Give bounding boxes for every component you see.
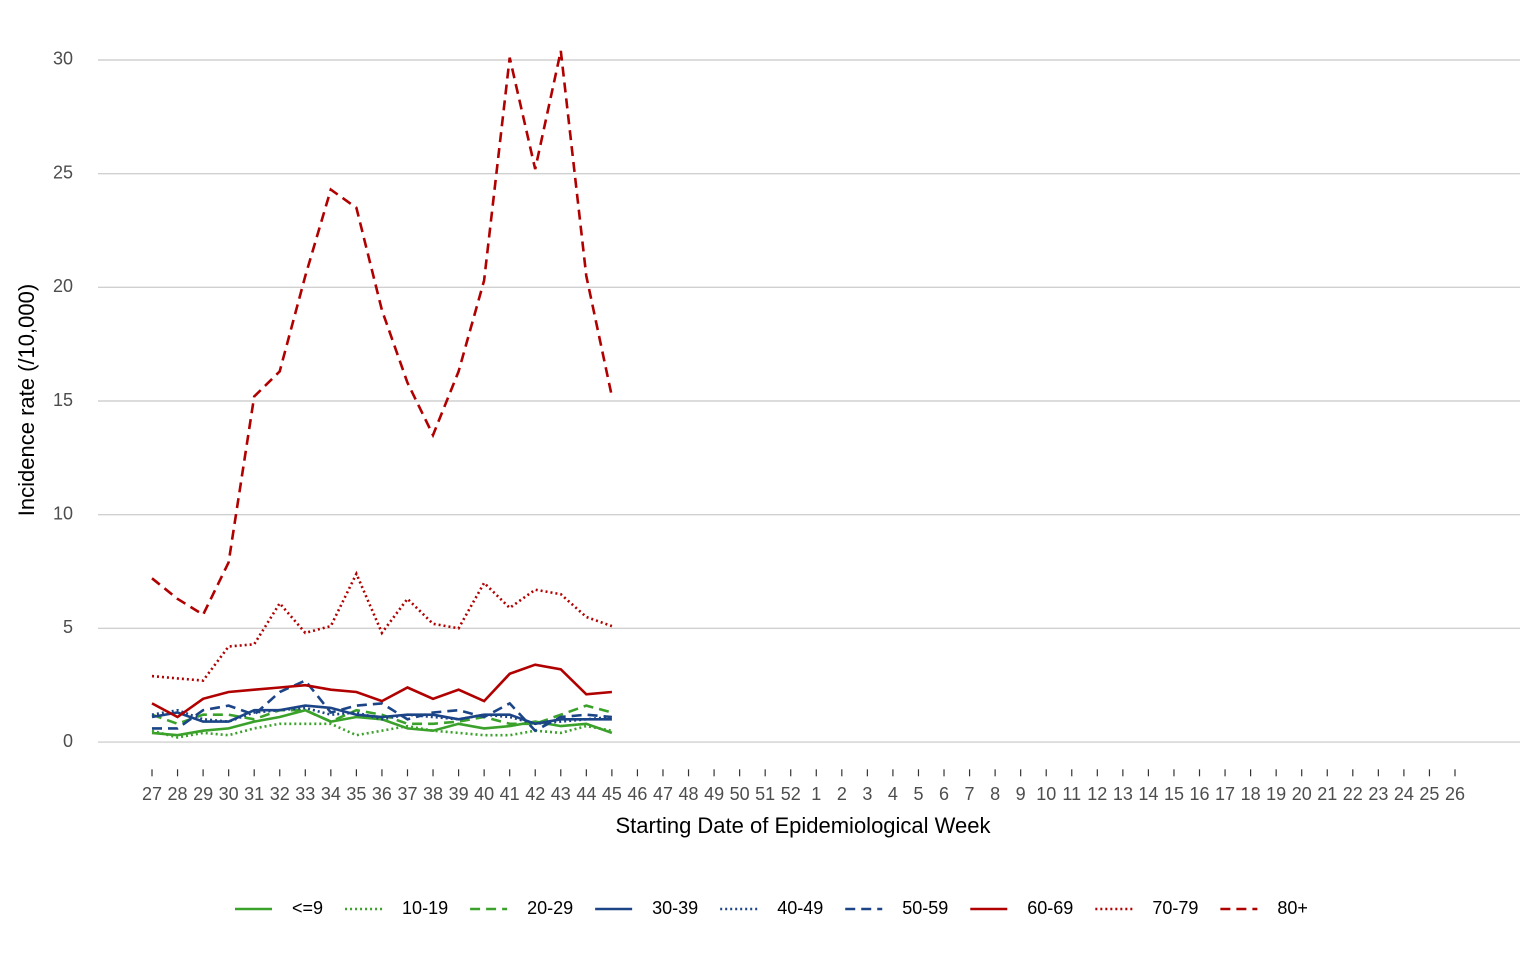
x-tick-label: 51 — [755, 784, 775, 804]
x-tick-label: 38 — [423, 784, 443, 804]
x-tick-label: 29 — [193, 784, 213, 804]
series-line — [151, 706, 613, 726]
legend-label: 10-19 — [402, 898, 448, 918]
x-tick-label: 8 — [990, 784, 1000, 804]
x-tick-label: 14 — [1138, 784, 1158, 804]
x-tick-label: 36 — [372, 784, 392, 804]
y-tick-label: 15 — [53, 390, 73, 410]
x-tick-label: 16 — [1189, 784, 1209, 804]
x-tick-label: 50 — [730, 784, 750, 804]
x-tick-label: 27 — [142, 784, 162, 804]
legend-label: 50-59 — [902, 898, 948, 918]
x-tick-label: 6 — [939, 784, 949, 804]
x-tick-label: 39 — [449, 784, 469, 804]
x-tick-label: 31 — [244, 784, 264, 804]
x-tick-label: 7 — [965, 784, 975, 804]
y-tick-label: 0 — [63, 731, 73, 751]
legend-label: 70-79 — [1152, 898, 1198, 918]
x-tick-label: 22 — [1343, 784, 1363, 804]
y-tick-label: 25 — [53, 162, 73, 182]
x-tick-label: 40 — [474, 784, 494, 804]
series-line — [151, 570, 613, 682]
y-tick-label: 20 — [53, 276, 73, 296]
x-tick-label: 11 — [1062, 784, 1081, 804]
legend-label: <=9 — [292, 898, 323, 918]
legend-label: 80+ — [1277, 898, 1308, 918]
x-tick-label: 28 — [168, 784, 188, 804]
x-tick-label: 41 — [500, 784, 520, 804]
y-axis-title: Incidence rate (/10,000) — [14, 284, 39, 516]
x-tick-label: 19 — [1266, 784, 1286, 804]
x-tick-label: 17 — [1215, 784, 1235, 804]
x-tick-label: 3 — [862, 784, 872, 804]
x-tick-label: 52 — [781, 784, 801, 804]
x-tick-label: 2 — [837, 784, 847, 804]
x-tick-label: 47 — [653, 784, 673, 804]
x-tick-label: 48 — [679, 784, 699, 804]
legend-label: 40-49 — [777, 898, 823, 918]
x-tick-label: 15 — [1164, 784, 1184, 804]
x-tick-label: 35 — [346, 784, 366, 804]
series-line — [151, 704, 613, 726]
x-tick-label: 9 — [1016, 784, 1026, 804]
x-tick-label: 5 — [913, 784, 923, 804]
x-tick-label: 42 — [525, 784, 545, 804]
x-tick-label: 26 — [1445, 784, 1465, 804]
y-tick-label: 10 — [53, 503, 73, 523]
x-tick-label: 1 — [811, 784, 821, 804]
x-tick-label: 10 — [1036, 784, 1056, 804]
x-tick-label: 46 — [627, 784, 647, 804]
series-line — [151, 50, 614, 617]
x-tick-label: 18 — [1241, 784, 1261, 804]
series-line — [151, 663, 613, 719]
x-tick-label: 25 — [1419, 784, 1439, 804]
x-tick-label: 13 — [1113, 784, 1133, 804]
x-tick-label: 4 — [888, 784, 898, 804]
x-tick-label: 23 — [1368, 784, 1388, 804]
series-line — [152, 679, 613, 733]
x-tick-label: 30 — [219, 784, 239, 804]
legend-label: 20-29 — [527, 898, 573, 918]
x-tick-label: 32 — [270, 784, 290, 804]
x-tick-label: 43 — [551, 784, 571, 804]
x-tick-label: 45 — [602, 784, 622, 804]
x-tick-label: 34 — [321, 784, 341, 804]
x-tick-label: 21 — [1317, 784, 1337, 804]
legend-label: 60-69 — [1027, 898, 1073, 918]
y-tick-label: 30 — [53, 49, 73, 69]
x-tick-label: 33 — [295, 784, 315, 804]
x-tick-label: 44 — [576, 784, 596, 804]
x-tick-label: 49 — [704, 784, 724, 804]
x-tick-label: 24 — [1394, 784, 1414, 804]
x-axis-title: Starting Date of Epidemiological Week — [615, 813, 991, 838]
x-tick-label: 20 — [1292, 784, 1312, 804]
y-tick-label: 5 — [63, 617, 73, 637]
x-tick-label: 37 — [397, 784, 417, 804]
legend-label: 30-39 — [652, 898, 698, 918]
x-tick-label: 12 — [1087, 784, 1107, 804]
